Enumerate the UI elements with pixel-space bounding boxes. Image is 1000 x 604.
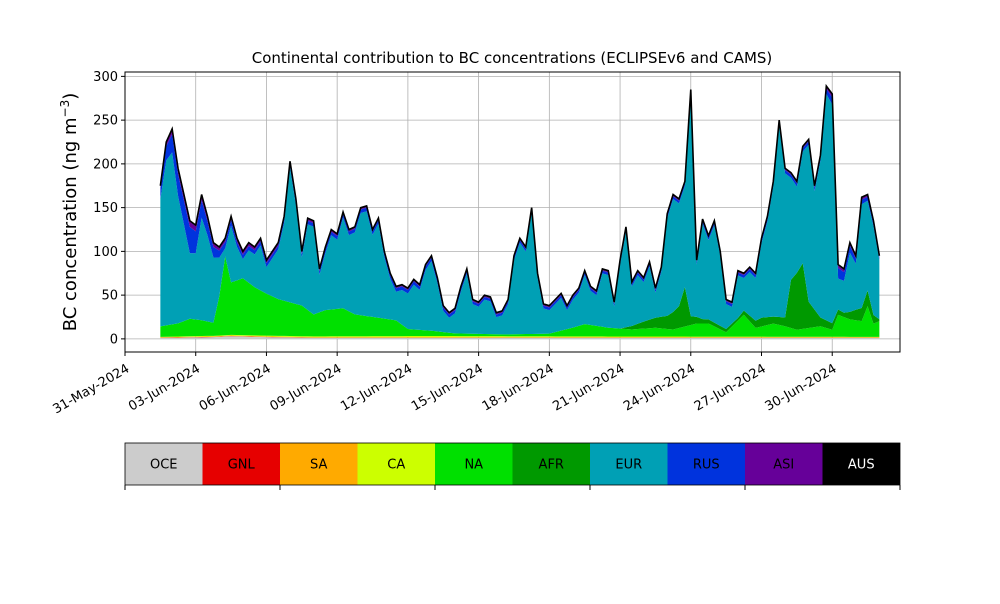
legend-swatch-gnl [202,443,280,485]
y-tick-label-50: 50 [101,289,118,304]
y-tick-label-150: 150 [93,201,118,216]
legend-swatch-aus [822,443,900,485]
legend-label-afr: AFR [539,458,564,473]
area-sa [160,335,880,338]
x-tick-label-09-Jun-2024: 09-Jun-2024 [268,361,345,414]
legend-swatch-ca [357,443,435,485]
x-tick-label-30-Jun-2024: 30-Jun-2024 [763,361,840,414]
area-na [160,256,880,337]
legend-label-na: NA [464,458,483,473]
legend-swatch-afr [512,443,590,485]
legend-swatch-eur [590,443,668,485]
area-afr [160,256,880,335]
y-tick-label-200: 200 [93,157,118,172]
legend-label-aus: AUS [848,458,875,473]
y-tick-label-300: 300 [93,70,118,85]
x-tick-label-15-Jun-2024: 15-Jun-2024 [409,361,486,414]
legend-label-ca: CA [387,458,405,473]
plot-frame [124,71,901,353]
area-eur [160,94,880,335]
legend-swatch-sa [280,443,358,485]
area-oce [160,336,880,339]
legend-label-oce: OCE [150,458,178,473]
legend-swatch-oce [125,443,203,485]
legend: OCE GNL SA CA NA AFR EUR RUS ASI AUS [124,442,901,490]
legend-swatch-asi [745,443,823,485]
plot-area: 0 50 100 150 200 250 300 31-May-202403-Jun-2024… [51,70,901,417]
legend-swatch-rus [667,443,745,485]
x-tick-label-03-Jun-2024: 03-Jun-2024 [126,361,203,414]
legend-label-eur: EUR [615,458,642,473]
x-tick-label-18-Jun-2024: 18-Jun-2024 [480,361,557,414]
x-tick-label-31-May-2024: 31-May-2024 [51,361,133,417]
x-tick-label-24-Jun-2024: 24-Jun-2024 [621,361,698,414]
area-gnl [160,335,880,338]
x-tick-label-12-Jun-2024: 12-Jun-2024 [338,361,415,414]
x-tick-label-06-Jun-2024: 06-Jun-2024 [197,361,274,414]
chart-title: Continental contribution to BC concentra… [252,49,773,67]
y-tick-label-250: 250 [93,114,118,129]
x-tick-label-21-Jun-2024: 21-Jun-2024 [550,361,627,414]
legend-label-rus: RUS [693,458,720,473]
legend-label-asi: ASI [773,458,794,473]
total-line [159,83,881,314]
x-tick-label-27-Jun-2024: 27-Jun-2024 [692,361,769,414]
stacked-areas [159,83,881,339]
y-axis-label: BC concentration (ng m−3) [58,93,81,332]
y-tick-label-100: 100 [93,245,118,260]
legend-label-gnl: GNL [228,458,256,473]
y-tick-label-0: 0 [110,332,118,347]
legend-swatch-na [435,443,513,485]
area-ca [160,334,880,338]
legend-label-sa: SA [310,458,327,473]
legend-frame [124,442,901,486]
